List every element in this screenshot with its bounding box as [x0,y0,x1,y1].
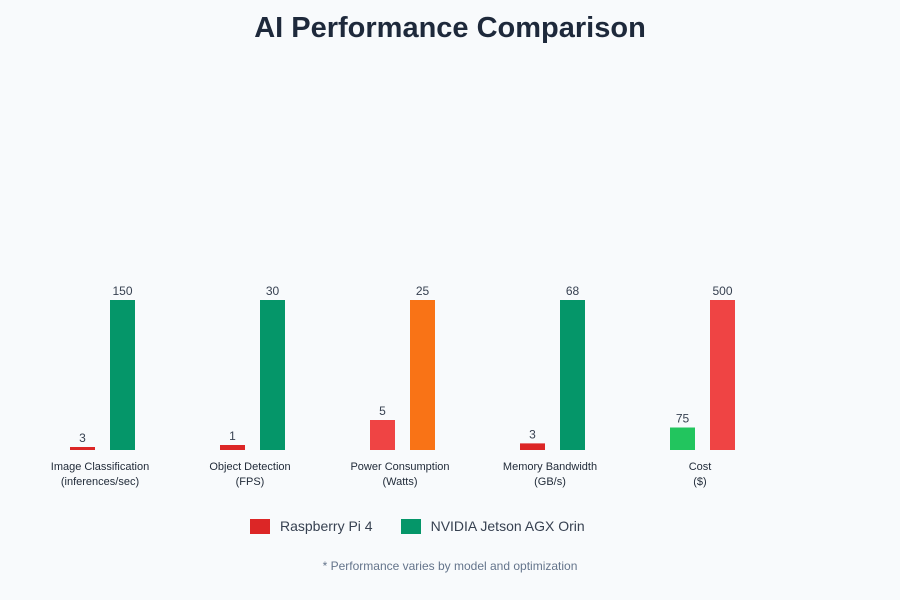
legend-item-jetson[interactable]: NVIDIA Jetson AGX Orin [400,518,585,534]
bar-4-1[interactable] [710,300,735,450]
chart-title: AI Performance Comparison [254,12,646,44]
legend: Raspberry Pi 4 NVIDIA Jetson AGX Orin [250,518,613,534]
bar-0-1[interactable] [110,300,135,450]
value-label-4-1: 500 [712,284,732,298]
value-label-4-0: 75 [676,412,690,426]
category-label-3-0: Memory Bandwidth [503,461,597,473]
legend-swatch-jetson [400,518,421,534]
value-label-1-0: 1 [229,429,236,443]
value-label-0-1: 150 [112,284,132,298]
bar-2-0[interactable] [370,420,395,450]
category-label-0-0: Image Classification [51,461,149,473]
category-label-3-1: (GB/s) [534,476,566,488]
value-label-1-1: 30 [266,284,280,298]
category-label-2-0: Power Consumption [350,461,449,473]
bar-2-1[interactable] [410,300,435,450]
category-label-4-1: ($) [693,476,706,488]
category-label-4-0: Cost [689,461,712,473]
value-label-3-0: 3 [529,427,536,441]
bar-0-0[interactable] [70,447,95,450]
bar-3-1[interactable] [560,300,585,450]
category-label-1-0: Object Detection [209,461,290,473]
value-label-2-1: 25 [416,284,430,298]
bar-1-1[interactable] [260,300,285,450]
bar-1-0[interactable] [220,445,245,450]
category-label-2-1: (Watts) [382,476,417,488]
category-label-1-1: (FPS) [236,476,265,488]
value-label-3-1: 68 [566,284,580,298]
footnote: * Performance varies by model and optimi… [322,559,578,573]
value-label-0-0: 3 [79,431,86,445]
legend-swatch-raspberry-pi [250,518,270,534]
legend-label-jetson: NVIDIA Jetson AGX Orin [430,518,585,534]
bar-4-0[interactable] [670,427,695,451]
legend-label-raspberry-pi: Raspberry Pi 4 [280,518,373,534]
legend-item-raspberry-pi[interactable]: Raspberry Pi 4 [250,518,373,534]
value-label-2-0: 5 [379,404,386,418]
bar-3-0[interactable] [520,443,545,450]
category-label-0-1: (inferences/sec) [61,476,139,488]
